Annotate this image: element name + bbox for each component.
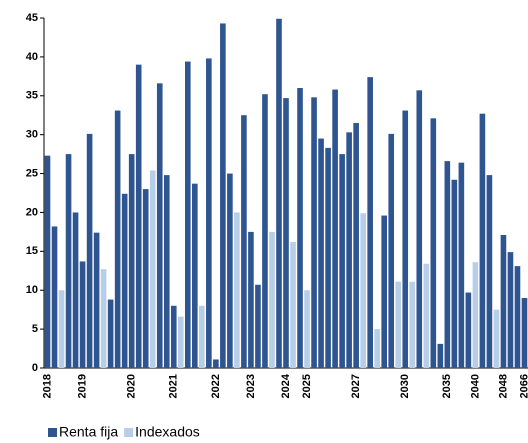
bar (248, 231, 254, 368)
x-tick-label: 2030 (399, 374, 411, 398)
bar (206, 58, 212, 368)
bar (318, 138, 324, 368)
x-tick-label: 2048 (497, 374, 509, 398)
bar (227, 173, 233, 368)
x-tick-label: 2022 (210, 374, 222, 398)
bar (220, 23, 226, 368)
y-tick-label: 5 (32, 323, 38, 335)
y-tick-label: 20 (26, 206, 38, 218)
x-tick-label: 2035 (441, 374, 453, 398)
bar (395, 281, 402, 368)
bar (86, 133, 93, 368)
bar (262, 94, 268, 368)
bar (346, 132, 352, 368)
y-tick-label: 0 (32, 362, 38, 374)
x-tick-label: 2023 (245, 374, 257, 398)
bar (388, 133, 395, 368)
bar (360, 213, 366, 368)
bar (241, 115, 247, 368)
y-tick-label: 40 (26, 51, 38, 63)
bar (521, 298, 528, 368)
y-tick-label: 10 (26, 284, 38, 296)
bar (451, 179, 458, 368)
bar (192, 183, 198, 368)
x-tick-label: 2020 (126, 374, 138, 398)
bar (184, 61, 191, 369)
bar (304, 290, 310, 368)
bar (465, 292, 472, 368)
bar (437, 343, 444, 368)
bar (339, 154, 345, 368)
x-tick-label: 2019 (76, 374, 88, 398)
bar (402, 110, 409, 369)
legend-swatch (124, 428, 134, 437)
bar (409, 281, 416, 368)
bar (486, 175, 493, 368)
bar (444, 161, 451, 368)
bar (297, 88, 303, 368)
bar (367, 77, 373, 368)
bar (177, 316, 184, 368)
bar (79, 261, 86, 368)
bar (156, 83, 163, 368)
bar (170, 305, 177, 368)
bar (472, 262, 479, 368)
bar (114, 110, 121, 369)
y-tick-label: 30 (26, 129, 38, 141)
bar (353, 123, 359, 368)
bar (374, 329, 380, 368)
bar (514, 266, 521, 368)
bar (149, 170, 156, 368)
bar (100, 269, 107, 368)
x-tick-label: 2027 (350, 374, 362, 398)
bar (381, 215, 388, 368)
bar (276, 18, 282, 369)
bar (44, 155, 51, 368)
bar (107, 299, 114, 368)
x-tick-label: 2024 (280, 373, 292, 398)
x-tick-label: 2040 (469, 374, 481, 398)
bar (500, 235, 507, 368)
bar (142, 189, 149, 368)
bar (58, 290, 65, 368)
legend-swatch (48, 428, 57, 437)
x-tick-label: 2066 (518, 374, 528, 398)
y-tick-label: 35 (26, 90, 38, 102)
bar (332, 89, 338, 369)
x-tick-label: 2021 (168, 374, 180, 398)
bar (163, 175, 170, 368)
legend-label: Renta fija (59, 424, 118, 440)
bar (128, 154, 135, 368)
bar (507, 252, 514, 368)
bar (93, 232, 100, 368)
legend-label: Indexados (135, 424, 200, 440)
bar (430, 118, 437, 368)
bar (423, 263, 430, 368)
bar (51, 226, 58, 368)
bar (213, 359, 219, 368)
bar (72, 212, 79, 368)
bar (416, 90, 423, 368)
bar (283, 98, 289, 368)
bar (458, 162, 465, 368)
bar (234, 212, 240, 368)
bar (121, 193, 128, 368)
bar (325, 147, 331, 368)
bar (65, 154, 72, 368)
bar (290, 242, 296, 368)
bar (493, 309, 500, 368)
bar (311, 97, 317, 368)
x-tick-label: 2025 (301, 374, 313, 398)
y-tick-label: 15 (26, 245, 38, 257)
y-tick-label: 45 (26, 12, 38, 24)
bar (479, 113, 486, 369)
bar (199, 305, 205, 368)
x-tick-label: 2018 (41, 374, 53, 398)
bar (135, 64, 142, 369)
bar (269, 231, 275, 368)
bar (255, 284, 261, 368)
y-tick-label: 25 (26, 167, 38, 179)
